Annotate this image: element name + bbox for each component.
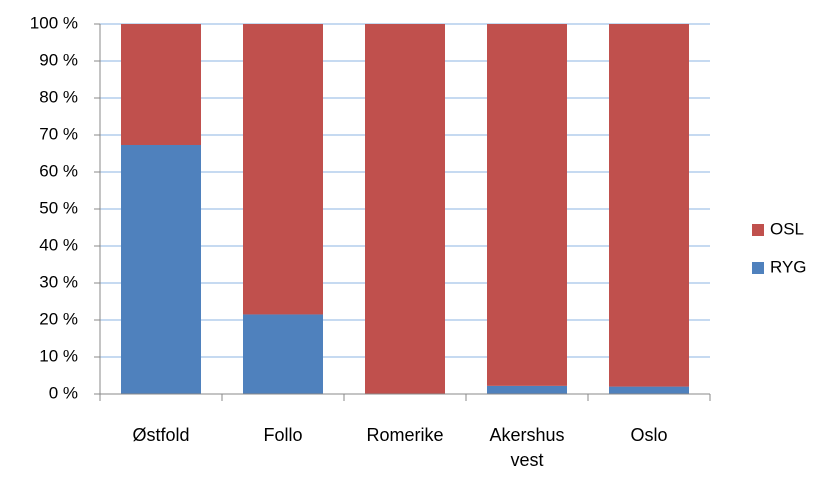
bar-segment [609,386,689,394]
bar-segment [121,144,201,394]
legend-label: RYG [770,257,807,276]
y-tick-label: 30 % [39,272,78,291]
bar-segment [121,24,201,145]
x-tick-label: Akershus vest [489,425,565,470]
y-tick-label: 10 % [39,346,78,365]
bar-segment [243,24,323,315]
bar-segment [487,24,567,386]
bar-segment [487,385,567,394]
legend-swatch [752,262,764,274]
y-tick-label: 50 % [39,198,78,217]
legend-swatch [752,224,764,236]
y-tick-label: 40 % [39,235,78,254]
bar-segment [365,24,445,394]
bar-segment [609,24,689,387]
y-tick-label: 100 % [30,13,78,32]
y-tick-label: 20 % [39,309,78,328]
x-tick-label: Østfold [132,425,190,445]
y-tick-label: 90 % [39,50,78,69]
x-tick-label: Follo [263,425,303,445]
y-tick-label: 60 % [39,161,78,180]
legend-label: OSL [770,219,804,238]
y-tick-label: 80 % [39,87,78,106]
bar-segment [243,314,323,394]
x-tick-label: Romerike [366,425,444,445]
x-tick-label: Oslo [630,425,668,445]
y-tick-label: 70 % [39,124,78,143]
y-tick-label: 0 % [49,383,78,402]
